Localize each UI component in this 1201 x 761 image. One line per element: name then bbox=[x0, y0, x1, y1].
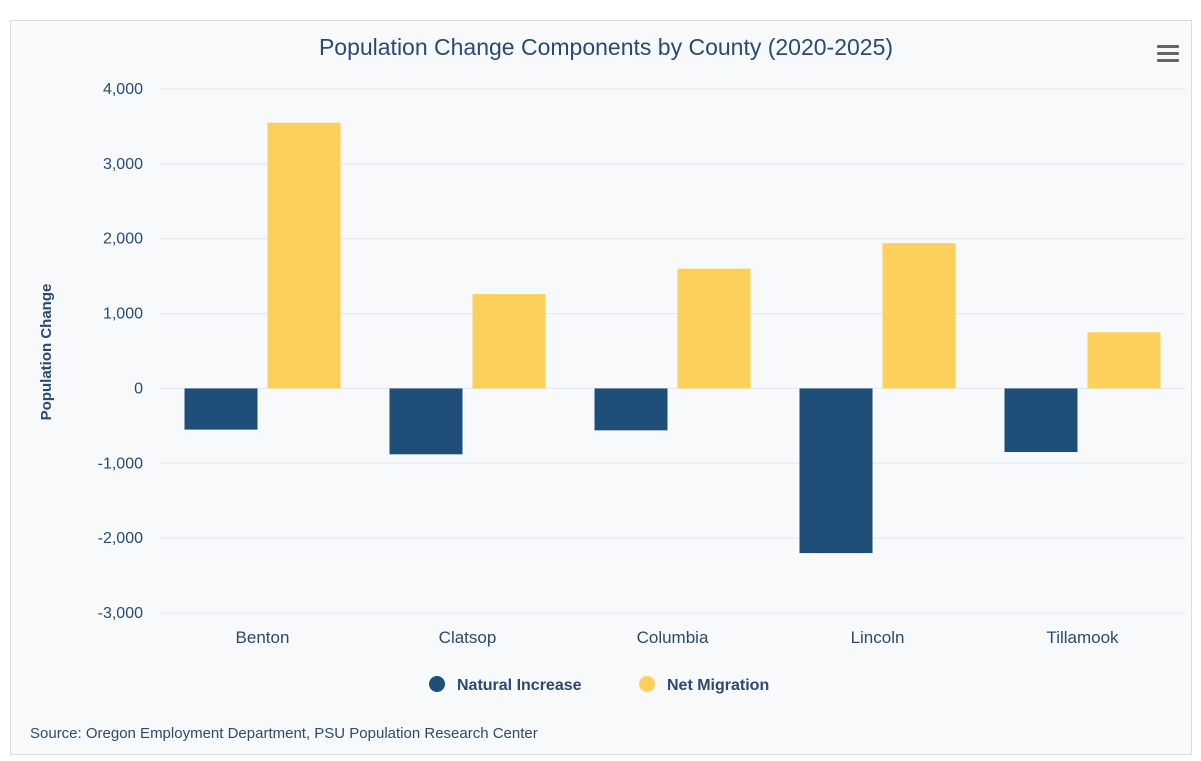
y-tick-label: -1,000 bbox=[98, 455, 143, 472]
y-tick-label: 2,000 bbox=[103, 231, 143, 248]
y-axis-ticks: 4,000 3,000 2,000 1,000 0 -1,000 -2,000 -3,000 bbox=[98, 81, 143, 622]
bar-natural-increase bbox=[1004, 388, 1078, 453]
source-note: Source: Oregon Employment Department, PS… bbox=[30, 725, 538, 742]
legend-marker bbox=[639, 676, 655, 692]
x-tick-label: Columbia bbox=[637, 628, 709, 647]
x-axis-ticks: Benton Clatsop Columbia Lincoln Tillamook bbox=[236, 628, 1119, 647]
y-tick-label: -3,000 bbox=[98, 605, 143, 622]
chart-frame bbox=[10, 20, 1192, 755]
legend-marker bbox=[429, 676, 445, 692]
x-tick-label: Benton bbox=[236, 628, 290, 647]
y-tick-label: 3,000 bbox=[103, 156, 143, 173]
bars bbox=[184, 122, 1161, 554]
legend-label: Natural Increase bbox=[457, 677, 582, 694]
y-tick-label: -2,000 bbox=[98, 530, 143, 547]
hamburger-menu-icon-bar bbox=[1157, 51, 1179, 55]
bar-net-migration bbox=[1087, 332, 1161, 389]
bar-net-migration bbox=[882, 243, 956, 389]
y-tick-label: 1,000 bbox=[103, 306, 143, 323]
hamburger-menu-icon-bar bbox=[1157, 58, 1179, 62]
x-tick-label: Clatsop bbox=[439, 628, 497, 647]
y-tick-label: 0 bbox=[134, 380, 143, 397]
x-tick-label: Lincoln bbox=[851, 628, 905, 647]
y-axis-label: Population Change bbox=[38, 284, 55, 421]
bar-net-migration bbox=[472, 294, 546, 389]
bar-natural-increase bbox=[594, 388, 668, 431]
bar-natural-increase bbox=[799, 388, 873, 554]
x-tick-label: Tillamook bbox=[1046, 628, 1119, 647]
y-tick-label: 4,000 bbox=[103, 81, 143, 98]
bar-net-migration bbox=[267, 122, 341, 389]
legend: Natural Increase Net Migration bbox=[429, 676, 769, 694]
bar-net-migration bbox=[677, 268, 751, 389]
legend-label: Net Migration bbox=[667, 677, 769, 694]
bar-natural-increase bbox=[389, 388, 463, 455]
hamburger-menu-icon bbox=[1157, 44, 1179, 48]
chart-title: Population Change Components by County (… bbox=[319, 34, 893, 60]
chart-menu-button[interactable] bbox=[1153, 40, 1183, 66]
bar-natural-increase bbox=[184, 388, 258, 430]
